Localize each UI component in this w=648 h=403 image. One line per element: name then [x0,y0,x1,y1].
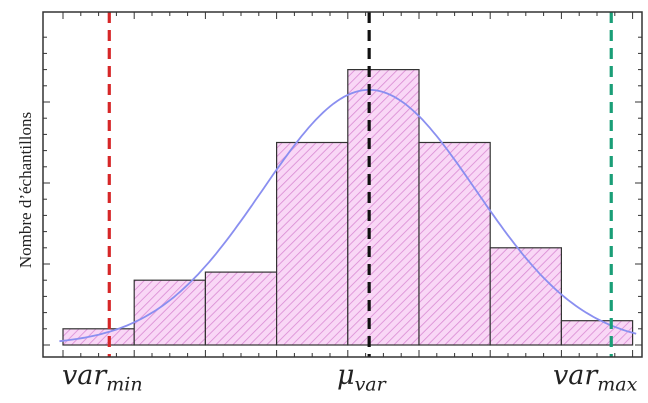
y-axis-label: Nombre d’échantillons [16,111,35,269]
gaussian-fit [59,88,637,343]
var-max-label: varmax [553,360,638,396]
histogram-bars [62,68,634,346]
histogram-bar [418,141,491,346]
histogram-bar [62,328,135,346]
histogram-bar [489,247,563,346]
histogram-bar [347,68,420,346]
histogram-bar [276,141,349,346]
histogram-bar [133,279,206,346]
plot-frame [42,11,643,358]
mu-var-label: μvar [337,360,386,396]
histogram-bar [204,271,278,346]
gaussian-curve [59,88,637,343]
var-min-label: varmin [62,360,143,396]
histogram-bar [560,320,634,346]
marker-lines [107,12,613,357]
